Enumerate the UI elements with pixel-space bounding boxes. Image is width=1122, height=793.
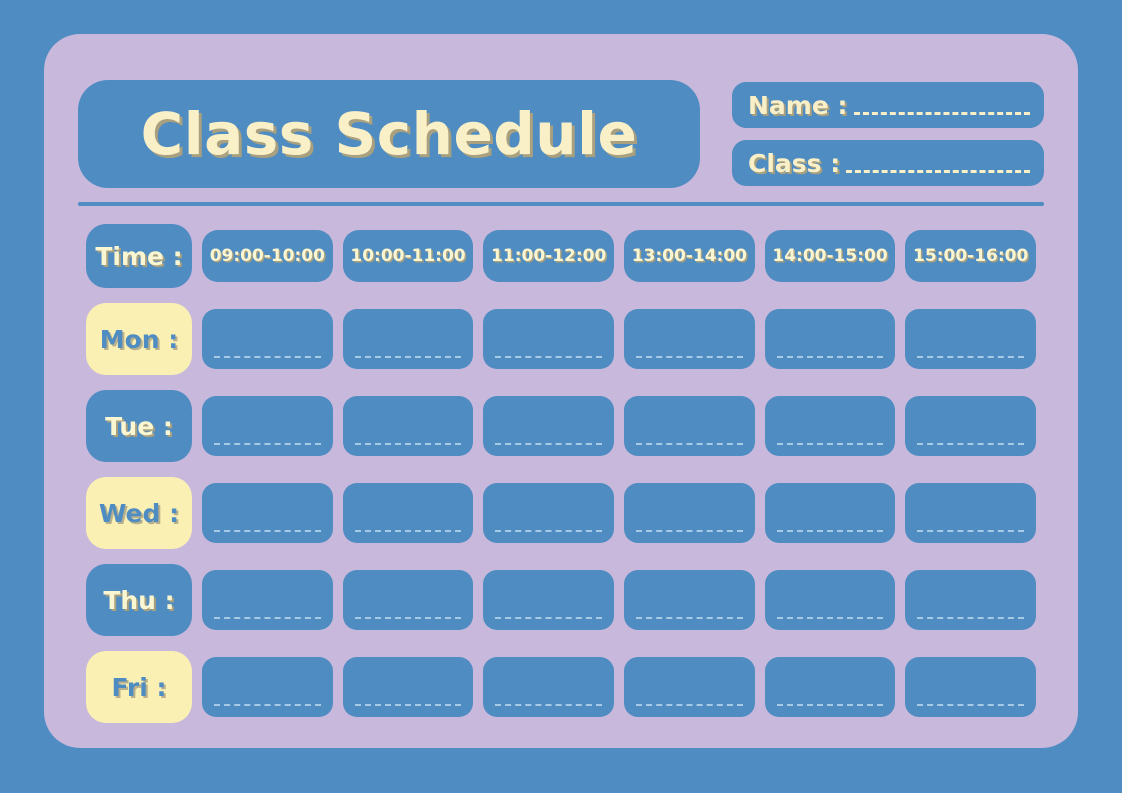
entry-writing-line <box>214 443 321 445</box>
class-field-line[interactable] <box>846 169 1030 173</box>
entry-tue-1[interactable] <box>342 396 474 456</box>
entry-writing-line <box>354 704 462 706</box>
page-title: Class Schedule <box>140 100 638 168</box>
entry-writing-line <box>776 530 884 532</box>
entry-mon-4[interactable] <box>764 309 896 369</box>
entry-writing-line <box>495 443 603 445</box>
day-label-wed: Wed : <box>86 477 192 549</box>
entry-writing-line <box>354 443 462 445</box>
entry-writing-line <box>495 704 603 706</box>
entry-mon-1[interactable] <box>342 309 474 369</box>
entry-wed-2[interactable] <box>483 483 615 543</box>
entry-thu-2[interactable] <box>483 570 615 630</box>
entry-writing-line <box>917 530 1025 532</box>
time-header-row: Time : 09:00-10:00 10:00-11:00 11:00-12:… <box>86 224 1037 288</box>
entry-writing-line <box>214 704 321 706</box>
entry-tue-0[interactable] <box>202 396 333 456</box>
entry-wed-5[interactable] <box>905 483 1037 543</box>
entry-writing-line <box>776 617 884 619</box>
name-field[interactable]: Name : <box>732 82 1044 128</box>
day-row-fri: Fri : <box>86 651 1037 723</box>
header-divider <box>78 202 1044 206</box>
time-slot-5: 15:00-16:00 <box>905 230 1037 282</box>
time-slot-3: 13:00-14:00 <box>624 230 755 282</box>
entry-writing-line <box>636 356 743 358</box>
entry-fri-1[interactable] <box>342 657 474 717</box>
entry-writing-line <box>917 617 1025 619</box>
entry-thu-0[interactable] <box>202 570 333 630</box>
entry-writing-line <box>636 530 743 532</box>
entry-writing-line <box>917 704 1025 706</box>
entry-tue-3[interactable] <box>624 396 755 456</box>
entry-writing-line <box>636 443 743 445</box>
time-slot-2: 11:00-12:00 <box>483 230 615 282</box>
day-row-wed: Wed : <box>86 477 1037 549</box>
entry-writing-line <box>214 356 321 358</box>
class-field[interactable]: Class : <box>732 140 1044 186</box>
entry-fri-3[interactable] <box>624 657 755 717</box>
entry-thu-3[interactable] <box>624 570 755 630</box>
entry-writing-line <box>776 704 884 706</box>
entry-writing-line <box>354 356 462 358</box>
entry-fri-0[interactable] <box>202 657 333 717</box>
entry-writing-line <box>354 530 462 532</box>
entry-writing-line <box>214 530 321 532</box>
day-row-mon: Mon : <box>86 303 1037 375</box>
entry-tue-5[interactable] <box>905 396 1037 456</box>
entry-thu-4[interactable] <box>764 570 896 630</box>
header: Class Schedule Name : Class : <box>78 80 1044 188</box>
title-banner: Class Schedule <box>78 80 700 188</box>
entry-writing-line <box>776 443 884 445</box>
entry-thu-1[interactable] <box>342 570 474 630</box>
entry-writing-line <box>495 617 603 619</box>
entry-wed-3[interactable] <box>624 483 755 543</box>
entry-tue-4[interactable] <box>764 396 896 456</box>
entry-fri-5[interactable] <box>905 657 1037 717</box>
entry-fri-2[interactable] <box>483 657 615 717</box>
time-header-label: Time : <box>86 224 192 288</box>
time-slot-4: 14:00-15:00 <box>764 230 896 282</box>
info-fields: Name : Class : <box>732 82 1044 198</box>
entry-writing-line <box>776 356 884 358</box>
entry-writing-line <box>495 356 603 358</box>
entry-writing-line <box>917 443 1025 445</box>
class-field-label: Class : <box>748 148 841 178</box>
day-label-tue: Tue : <box>86 390 192 462</box>
entry-mon-2[interactable] <box>483 309 615 369</box>
entry-writing-line <box>354 617 462 619</box>
day-label-fri: Fri : <box>86 651 192 723</box>
entry-wed-1[interactable] <box>342 483 474 543</box>
entry-writing-line <box>636 704 743 706</box>
time-slot-0: 09:00-10:00 <box>202 230 333 282</box>
entry-mon-5[interactable] <box>905 309 1037 369</box>
day-label-thu: Thu : <box>86 564 192 636</box>
entry-wed-4[interactable] <box>764 483 896 543</box>
schedule-card: Class Schedule Name : Class : Time : 09:… <box>44 34 1078 748</box>
entry-writing-line <box>636 617 743 619</box>
entry-mon-0[interactable] <box>202 309 333 369</box>
schedule-grid: Time : 09:00-10:00 10:00-11:00 11:00-12:… <box>86 224 1037 723</box>
day-label-mon: Mon : <box>86 303 192 375</box>
day-row-thu: Thu : <box>86 564 1037 636</box>
name-field-line[interactable] <box>853 111 1030 115</box>
entry-fri-4[interactable] <box>764 657 896 717</box>
entry-writing-line <box>495 530 603 532</box>
entry-writing-line <box>214 617 321 619</box>
entry-mon-3[interactable] <box>624 309 755 369</box>
entry-thu-5[interactable] <box>905 570 1037 630</box>
name-field-label: Name : <box>748 90 848 120</box>
time-slot-1: 10:00-11:00 <box>342 230 474 282</box>
entry-tue-2[interactable] <box>483 396 615 456</box>
entry-writing-line <box>917 356 1025 358</box>
day-row-tue: Tue : <box>86 390 1037 462</box>
entry-wed-0[interactable] <box>202 483 333 543</box>
